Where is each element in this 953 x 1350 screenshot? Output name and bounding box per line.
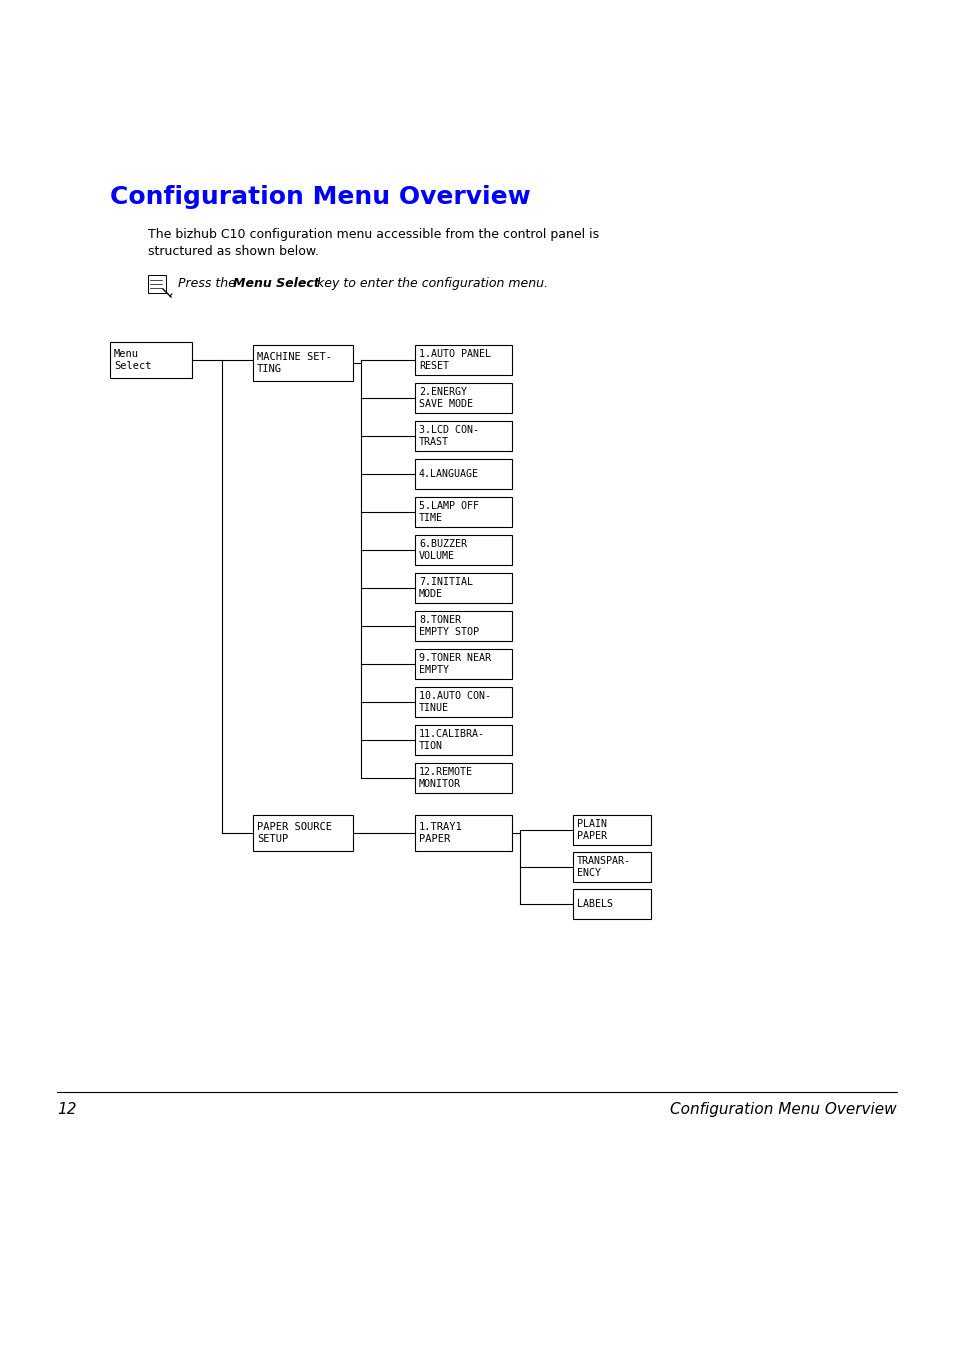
Bar xyxy=(415,459,512,489)
Text: Configuration Menu Overview: Configuration Menu Overview xyxy=(110,185,530,209)
Text: 10.AUTO CON-
TINUE: 10.AUTO CON- TINUE xyxy=(418,691,491,713)
Bar xyxy=(415,815,512,850)
Text: 1.TRAY1
PAPER: 1.TRAY1 PAPER xyxy=(418,822,462,844)
Text: structured as shown below.: structured as shown below. xyxy=(148,244,318,258)
Bar xyxy=(415,687,512,717)
Text: key to enter the configuration menu.: key to enter the configuration menu. xyxy=(313,277,547,290)
Text: 8.TONER
EMPTY STOP: 8.TONER EMPTY STOP xyxy=(418,614,478,637)
Bar xyxy=(573,815,650,845)
Bar xyxy=(415,572,512,603)
Text: 1.AUTO PANEL
RESET: 1.AUTO PANEL RESET xyxy=(418,348,491,371)
Text: LABELS: LABELS xyxy=(577,899,613,909)
Text: Press the: Press the xyxy=(178,277,239,290)
Bar xyxy=(415,346,512,375)
Bar xyxy=(415,497,512,526)
Text: 9.TONER NEAR
EMPTY: 9.TONER NEAR EMPTY xyxy=(418,653,491,675)
Bar xyxy=(253,346,353,381)
Bar xyxy=(573,890,650,919)
Text: 7.INITIAL
MODE: 7.INITIAL MODE xyxy=(418,576,473,599)
Text: 3.LCD CON-
TRAST: 3.LCD CON- TRAST xyxy=(418,425,478,447)
Bar xyxy=(415,649,512,679)
Text: Configuration Menu Overview: Configuration Menu Overview xyxy=(670,1102,896,1116)
Text: TRANSPAR-
ENCY: TRANSPAR- ENCY xyxy=(577,856,630,879)
Text: 5.LAMP OFF
TIME: 5.LAMP OFF TIME xyxy=(418,501,478,524)
Bar xyxy=(573,852,650,882)
Text: 12.REMOTE
MONITOR: 12.REMOTE MONITOR xyxy=(418,767,473,790)
Text: Menu
Select: Menu Select xyxy=(113,348,152,371)
Text: PAPER SOURCE
SETUP: PAPER SOURCE SETUP xyxy=(256,822,332,844)
Bar xyxy=(415,612,512,641)
Text: 11.CALIBRA-
TION: 11.CALIBRA- TION xyxy=(418,729,484,751)
Bar xyxy=(415,421,512,451)
Text: PLAIN
PAPER: PLAIN PAPER xyxy=(577,819,606,841)
Text: 12: 12 xyxy=(57,1102,76,1116)
Text: 2.ENERGY
SAVE MODE: 2.ENERGY SAVE MODE xyxy=(418,387,473,409)
Bar xyxy=(415,383,512,413)
Bar xyxy=(415,535,512,566)
Bar xyxy=(148,275,166,293)
Text: MACHINE SET-
TING: MACHINE SET- TING xyxy=(256,352,332,374)
Bar xyxy=(110,342,192,378)
Bar xyxy=(415,725,512,755)
Text: The bizhub C10 configuration menu accessible from the control panel is: The bizhub C10 configuration menu access… xyxy=(148,228,598,242)
Bar xyxy=(415,763,512,792)
Bar xyxy=(253,815,353,850)
Text: Menu Select: Menu Select xyxy=(233,277,319,290)
Text: 4.LANGUAGE: 4.LANGUAGE xyxy=(418,468,478,479)
Text: 6.BUZZER
VOLUME: 6.BUZZER VOLUME xyxy=(418,539,467,562)
